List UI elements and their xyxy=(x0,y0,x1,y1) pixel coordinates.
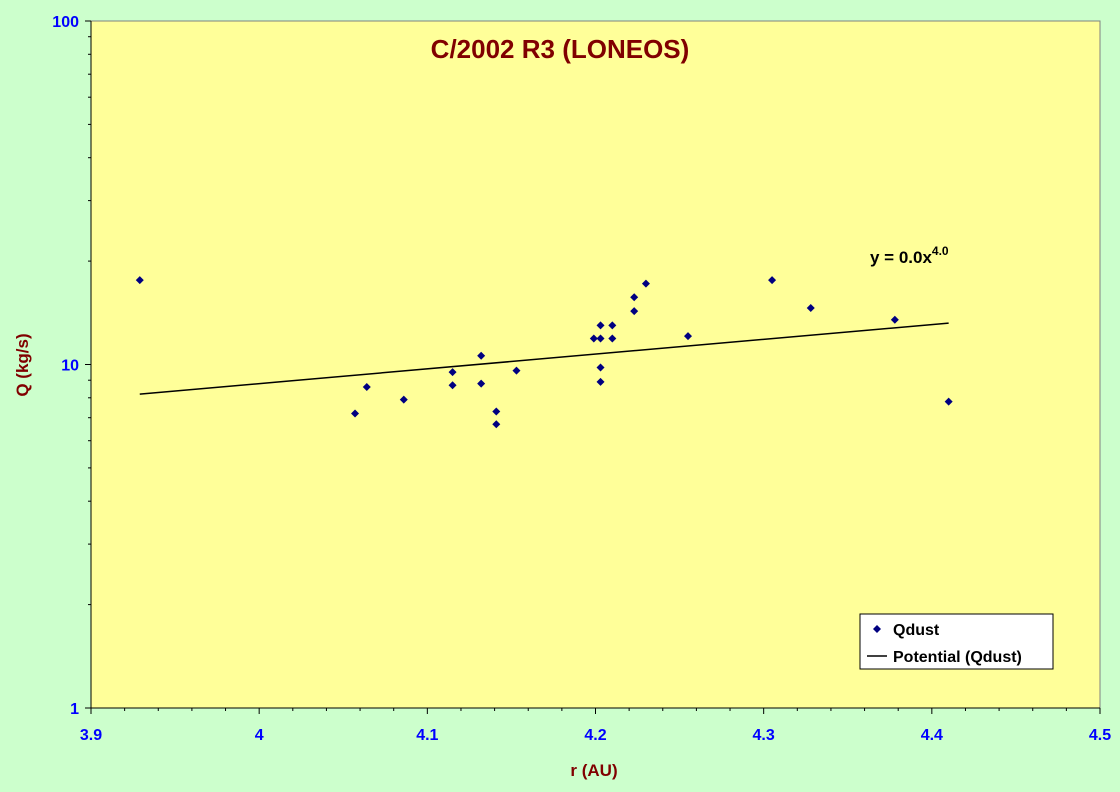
data-point xyxy=(596,321,605,330)
trendline-equation-exponent: 4.0 xyxy=(932,244,949,258)
data-point xyxy=(641,279,650,288)
trendline-equation: y = 0.0x4.0 xyxy=(870,244,949,267)
x-tick-label: 4.1 xyxy=(416,727,438,744)
data-points xyxy=(135,276,953,429)
y-axis-title: Q (kg/s) xyxy=(13,333,32,396)
data-point xyxy=(448,368,457,377)
chart-title: C/2002 R3 (LONEOS) xyxy=(431,34,690,64)
data-point xyxy=(596,377,605,386)
y-tick-label: 1 xyxy=(70,701,79,718)
x-tick-label: 4 xyxy=(255,727,264,744)
data-point xyxy=(683,332,692,341)
data-point xyxy=(477,351,486,360)
data-point xyxy=(399,395,408,404)
legend-label-potential: Potential (Qdust) xyxy=(893,649,1022,666)
data-point xyxy=(589,334,598,343)
data-point xyxy=(135,276,144,285)
y-tick-label: 100 xyxy=(52,14,79,31)
legend-diamond-icon xyxy=(873,625,881,633)
data-point xyxy=(890,315,899,324)
data-point xyxy=(630,307,639,316)
data-point xyxy=(806,304,815,313)
data-point xyxy=(596,363,605,372)
data-point xyxy=(351,409,360,418)
x-tick-label: 3.9 xyxy=(80,727,102,744)
x-tick-label: 4.2 xyxy=(584,727,606,744)
data-point xyxy=(512,366,521,375)
fit-line xyxy=(139,322,949,395)
data-point xyxy=(492,407,501,416)
y-tick-labels: 1 10 100 xyxy=(52,14,79,718)
y-major-ticks xyxy=(85,20,92,709)
data-point xyxy=(492,420,501,429)
x-tick-label: 4.3 xyxy=(753,727,775,744)
data-point xyxy=(608,321,617,330)
data-point xyxy=(768,276,777,285)
legend-box xyxy=(859,613,1054,670)
data-point xyxy=(596,334,605,343)
x-tick-label: 4.4 xyxy=(921,727,943,744)
trendline-equation-base: y = 0.0x xyxy=(870,248,932,267)
x-tick-label: 4.5 xyxy=(1089,727,1111,744)
fit-line-layer xyxy=(139,322,949,395)
plot-area xyxy=(90,20,1101,709)
data-point xyxy=(477,379,486,388)
data-point xyxy=(630,293,639,302)
y-tick-label: 10 xyxy=(61,358,79,375)
data-point xyxy=(608,334,617,343)
x-ticks xyxy=(90,707,1101,714)
data-point xyxy=(362,382,371,391)
data-point xyxy=(944,397,953,406)
x-tick-labels: 3.9 4 4.1 4.2 4.3 4.4 4.5 xyxy=(80,727,1111,744)
legend-label-qdust: Qdust xyxy=(893,622,940,639)
legend: Qdust Potential (Qdust) xyxy=(859,613,1054,670)
x-axis-title: r (AU) xyxy=(570,761,617,780)
data-point xyxy=(448,381,457,390)
